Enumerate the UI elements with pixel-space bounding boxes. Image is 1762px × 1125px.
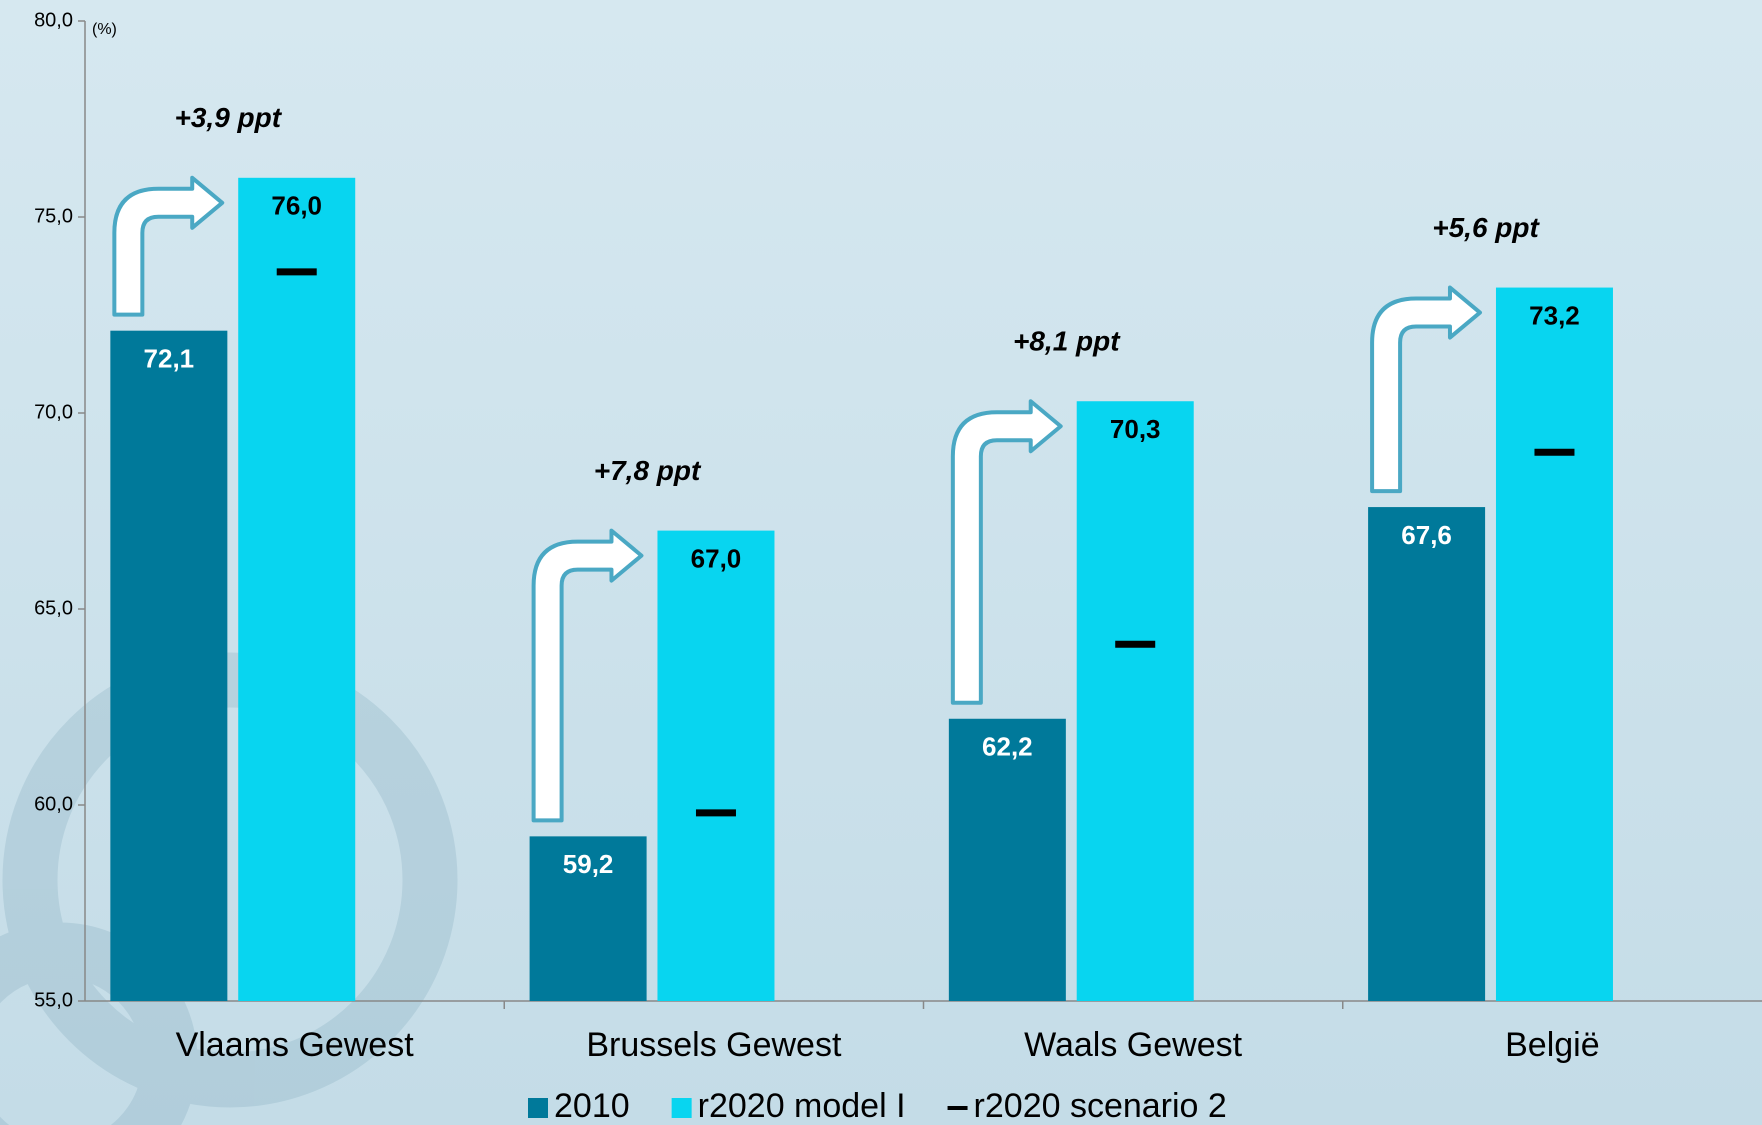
value-label: 72,1 — [144, 344, 195, 374]
arrow — [531, 528, 644, 823]
y-tick-label: 60,0 — [34, 793, 73, 815]
legend-label: r2020 scenario 2 — [974, 1087, 1227, 1125]
y-tick-label: 55,0 — [34, 989, 73, 1011]
legend-swatch — [528, 1098, 548, 1118]
value-label: 73,2 — [1529, 300, 1580, 330]
annotation: +7,8 ppt — [594, 455, 702, 486]
value-label: 67,6 — [1401, 520, 1452, 550]
arrow — [112, 175, 225, 317]
legend-label: 2010 — [554, 1087, 630, 1125]
legend-swatch — [671, 1098, 692, 1118]
annotation: +3,9 ppt — [174, 102, 282, 133]
annotation: +5,6 ppt — [1432, 212, 1540, 243]
bar — [1495, 287, 1613, 1001]
y-tick-label: 75,0 — [34, 205, 73, 227]
x-tick-label: Brussels Gewest — [586, 1026, 842, 1064]
arrow — [1370, 285, 1482, 494]
y-tick-label: 80,0 — [34, 9, 73, 31]
watermark — [0, 652, 458, 1125]
bar — [948, 718, 1066, 1001]
value-label: 76,0 — [271, 191, 322, 221]
arrow — [950, 399, 1063, 705]
value-label: 62,2 — [982, 732, 1033, 762]
bar — [238, 177, 356, 1002]
value-label: 70,3 — [1110, 414, 1161, 444]
bar — [529, 836, 647, 1001]
legend-label: r2020 model I — [698, 1087, 906, 1125]
y-tick-label: 65,0 — [34, 597, 73, 619]
bar — [1076, 401, 1194, 1001]
bar — [657, 530, 775, 1001]
x-tick-label: Vlaams Gewest — [176, 1026, 415, 1064]
x-tick-label: Waals Gewest — [1024, 1026, 1242, 1064]
legend: 2010 r2020 model I r2020 scenario 2 — [528, 1087, 1227, 1125]
y-axis-label: (%) — [92, 21, 117, 38]
value-label: 67,0 — [691, 543, 742, 573]
x-tick-label: België — [1505, 1026, 1600, 1064]
y-tick-label: 70,0 — [34, 401, 73, 423]
value-label: 59,2 — [563, 849, 614, 879]
bar — [1368, 507, 1486, 1001]
bar — [110, 330, 228, 1001]
annotation: +8,1 ppt — [1013, 326, 1121, 357]
